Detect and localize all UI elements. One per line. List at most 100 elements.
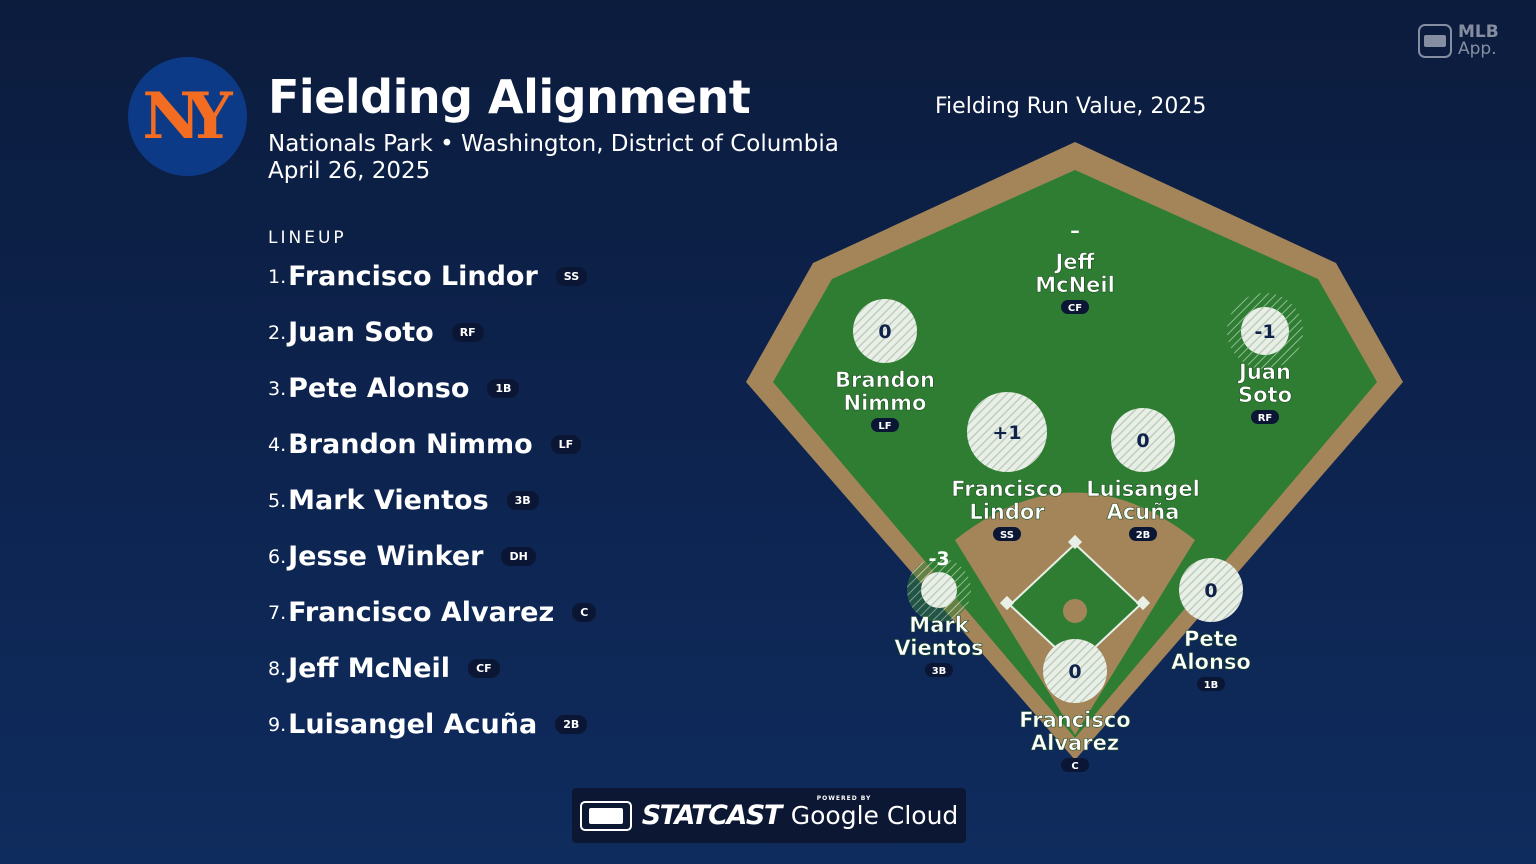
fielder-last-name: Nimmo <box>844 391 927 415</box>
team-logo: NY <box>128 57 247 176</box>
frv-bubble <box>1043 639 1107 703</box>
google-cloud-wordmark: POWERED BY Google Cloud <box>790 795 959 830</box>
fielder-last-name: Soto <box>1238 383 1292 407</box>
position-badge: C <box>572 603 597 622</box>
statcast-wordmark: STATCAST <box>641 800 783 831</box>
fielder-last-name: Lindor <box>969 500 1045 524</box>
lineup-player-name: Juan Soto <box>288 317 434 348</box>
frv-bubble <box>1241 307 1289 355</box>
frv-value: +1 <box>992 422 1021 444</box>
position-badge: 1B <box>487 379 520 398</box>
fielder-first-name: Pete <box>1184 627 1238 651</box>
mlb-app-line2: App. <box>1458 39 1497 59</box>
frv-bubble <box>1179 558 1243 622</box>
frv-value: -3 <box>928 548 949 570</box>
position-badge: 2B <box>1136 530 1151 541</box>
lineup-number: 1. <box>268 265 287 288</box>
frv-value: 0 <box>878 321 891 343</box>
frv-bubble <box>1111 408 1175 472</box>
position-badge: 3B <box>506 491 539 510</box>
pitchers-mound <box>1063 599 1087 623</box>
lineup-number: 5. <box>268 489 287 512</box>
fielder-first-name: Francisco <box>1019 708 1131 732</box>
lineup-item: 5. Mark Vientos 3B <box>268 485 539 516</box>
fielder-first-name: Mark <box>909 613 969 637</box>
position-badge-bg <box>925 663 953 677</box>
position-badge: DH <box>501 547 536 566</box>
position-badge: 2B <box>555 715 588 734</box>
fielder-last-name: Alonso <box>1171 650 1251 674</box>
lineup-item: 2. Juan Soto RF <box>268 317 484 348</box>
position-badge-bg <box>1061 300 1089 314</box>
lineup-item: 9. Luisangel Acuña 2B <box>268 709 588 740</box>
frv-bubble <box>921 572 957 608</box>
fielder-last-name: Alvarez <box>1031 731 1119 755</box>
lineup-player-name: Jesse Winker <box>288 541 484 572</box>
position-badge: 3B <box>932 666 947 677</box>
position-badge-bg <box>993 527 1021 541</box>
position-badge: C <box>1071 761 1078 772</box>
fielder-last-name: McNeil <box>1035 273 1115 297</box>
lineup-number: 7. <box>268 601 287 624</box>
lineup-player-name: Jeff McNeil <box>288 653 451 684</box>
position-badge: CF <box>468 659 500 678</box>
position-badge: SS <box>1000 530 1014 541</box>
team-logo-text: NY <box>142 79 232 154</box>
statcast-footer: STATCAST POWERED BY Google Cloud <box>572 788 966 843</box>
fielder-first-name: Luisangel <box>1086 477 1200 501</box>
lineup-number: 6. <box>268 545 287 568</box>
lineup-item: 1. Francisco Lindor SS <box>268 261 588 292</box>
position-badge-bg <box>871 418 899 432</box>
lineup-number: 3. <box>268 377 287 400</box>
fielder-last-name: Vientos <box>894 636 983 660</box>
lineup-heading: LINEUP <box>268 228 347 248</box>
lineup-player-name: Luisangel Acuña <box>288 709 538 740</box>
lineup-item: 8. Jeff McNeil CF <box>268 653 500 684</box>
lineup-number: 9. <box>268 713 287 736</box>
mlb-app-line1: MLB <box>1458 22 1499 42</box>
fielder-first-name: Jeff <box>1053 250 1095 274</box>
lineup-player-name: Mark Vientos <box>288 485 489 516</box>
outfield-grass <box>773 170 1377 738</box>
lineup-player-name: Brandon Nimmo <box>288 429 533 460</box>
lineup-player-name: Francisco Lindor <box>288 261 538 292</box>
frv-value: -1 <box>1254 321 1275 343</box>
frv-bubble <box>853 299 917 363</box>
position-badge: CF <box>1068 303 1082 314</box>
lineup-number: 4. <box>268 433 287 456</box>
frv-value: – <box>1070 220 1080 242</box>
position-badge: SS <box>555 267 588 286</box>
frv-value: 0 <box>1068 661 1081 683</box>
lineup-player-name: Francisco Alvarez <box>288 597 555 628</box>
frv-value: 0 <box>1136 430 1149 452</box>
frv-bubble <box>967 392 1047 472</box>
lineup-item: 7. Francisco Alvarez C <box>268 597 597 628</box>
lineup-number: 8. <box>268 657 287 680</box>
metric-title: Fielding Run Value, 2025 <box>935 94 1207 119</box>
lineup-number: 2. <box>268 321 287 344</box>
position-badge: LF <box>878 421 891 432</box>
lineup-item: 3. Pete Alonso 1B <box>268 373 520 404</box>
page-title: Fielding Alignment <box>268 70 751 124</box>
mlb-logo-icon <box>579 800 632 831</box>
third-base <box>999 595 1015 611</box>
lineup-item: 6. Jesse Winker DH <box>268 541 536 572</box>
position-badge-bg <box>1129 527 1157 541</box>
position-badge-bg <box>1061 758 1089 772</box>
fielder-first-name: Brandon <box>835 368 935 392</box>
powered-by-label: POWERED BY <box>816 795 872 802</box>
frv-value: 0 <box>1204 580 1217 602</box>
venue-subtitle: Nationals Park • Washington, District of… <box>268 131 839 157</box>
partner-name: Google Cloud <box>790 801 959 830</box>
position-badge: RF <box>451 323 484 342</box>
